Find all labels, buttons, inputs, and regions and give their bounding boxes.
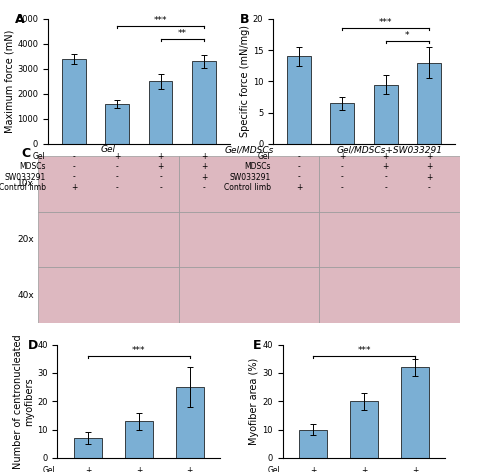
Text: +: +	[158, 162, 164, 171]
Text: +: +	[426, 172, 432, 182]
Text: -: -	[341, 162, 344, 171]
Bar	[38, 211, 179, 268]
Text: +: +	[339, 152, 345, 161]
Text: -: -	[341, 172, 344, 182]
Text: E: E	[253, 339, 262, 352]
Text: +: +	[426, 152, 432, 161]
Y-axis label: Specific force (mN/mg): Specific force (mN/mg)	[240, 25, 250, 137]
Text: A: A	[15, 13, 25, 25]
Text: +: +	[201, 172, 207, 182]
Text: MDSCs: MDSCs	[19, 162, 46, 171]
Text: ***: ***	[357, 346, 371, 355]
Text: ***: ***	[154, 17, 167, 25]
Text: +: +	[201, 162, 207, 171]
Y-axis label: Number of centronucleated
myofibers: Number of centronucleated myofibers	[13, 334, 34, 469]
Text: Gel/MDSCs: Gel/MDSCs	[224, 145, 274, 154]
Text: 40x: 40x	[17, 291, 34, 300]
Text: +: +	[85, 465, 91, 472]
Bar	[287, 57, 311, 144]
Bar	[319, 211, 460, 268]
Text: +: +	[383, 152, 389, 161]
Bar	[319, 268, 460, 323]
Text: -: -	[297, 172, 300, 182]
Text: +: +	[187, 465, 193, 472]
Text: +: +	[361, 465, 367, 472]
Text: MDSCs: MDSCs	[244, 162, 271, 171]
Bar	[331, 103, 354, 144]
Text: Gel: Gel	[42, 465, 55, 472]
Bar	[179, 211, 319, 268]
Text: +: +	[114, 152, 120, 161]
Bar	[319, 156, 460, 211]
Text: -: -	[159, 183, 162, 192]
Bar	[38, 156, 179, 211]
Text: -: -	[72, 152, 75, 161]
Text: C: C	[22, 147, 31, 160]
Text: -: -	[116, 172, 119, 182]
Text: -: -	[384, 172, 387, 182]
Bar	[417, 63, 441, 144]
Text: B: B	[240, 13, 250, 25]
Bar	[401, 367, 429, 458]
Text: +: +	[296, 183, 302, 192]
Text: SW033291: SW033291	[4, 172, 46, 182]
Text: +: +	[201, 152, 207, 161]
Bar	[179, 268, 319, 323]
Text: 20x: 20x	[17, 235, 34, 244]
Text: **: **	[178, 29, 187, 38]
Text: Control limb: Control limb	[224, 183, 271, 192]
Text: Control limb: Control limb	[0, 183, 46, 192]
Text: +: +	[158, 152, 164, 161]
Y-axis label: Maximum force (mN): Maximum force (mN)	[4, 30, 14, 133]
Text: +: +	[71, 183, 77, 192]
Text: +: +	[412, 465, 418, 472]
Text: -: -	[72, 162, 75, 171]
Bar	[38, 268, 179, 323]
Text: +: +	[310, 465, 316, 472]
Text: 10x: 10x	[17, 179, 34, 188]
Text: -: -	[428, 183, 431, 192]
Text: -: -	[341, 183, 344, 192]
Text: ***: ***	[132, 346, 146, 355]
Text: -: -	[203, 183, 205, 192]
Text: Gel: Gel	[101, 145, 116, 154]
Bar	[176, 387, 204, 458]
Y-axis label: Myofiber area (%): Myofiber area (%)	[250, 358, 260, 445]
Text: -: -	[297, 152, 300, 161]
Text: D: D	[28, 339, 38, 352]
Text: -: -	[116, 183, 119, 192]
Bar	[148, 81, 172, 144]
Text: -: -	[72, 172, 75, 182]
Bar	[374, 84, 398, 144]
Text: SW033291: SW033291	[229, 172, 271, 182]
Text: -: -	[384, 183, 387, 192]
Bar	[350, 401, 378, 458]
Bar	[179, 156, 319, 211]
Text: +: +	[426, 162, 432, 171]
Text: -: -	[297, 162, 300, 171]
Text: ***: ***	[379, 18, 392, 27]
Text: Gel: Gel	[258, 152, 271, 161]
Text: +: +	[383, 162, 389, 171]
Text: *: *	[405, 31, 410, 40]
Bar	[125, 421, 153, 458]
Text: +: +	[136, 465, 142, 472]
Text: -: -	[116, 162, 119, 171]
Bar	[74, 438, 102, 458]
Bar	[192, 61, 216, 144]
Text: Gel/MDSCs+SW033291: Gel/MDSCs+SW033291	[337, 145, 443, 154]
Bar	[62, 59, 86, 144]
Text: Gel: Gel	[33, 152, 46, 161]
Bar	[105, 104, 129, 144]
Text: -: -	[159, 172, 162, 182]
Text: Gel: Gel	[267, 465, 280, 472]
Bar	[299, 430, 327, 458]
